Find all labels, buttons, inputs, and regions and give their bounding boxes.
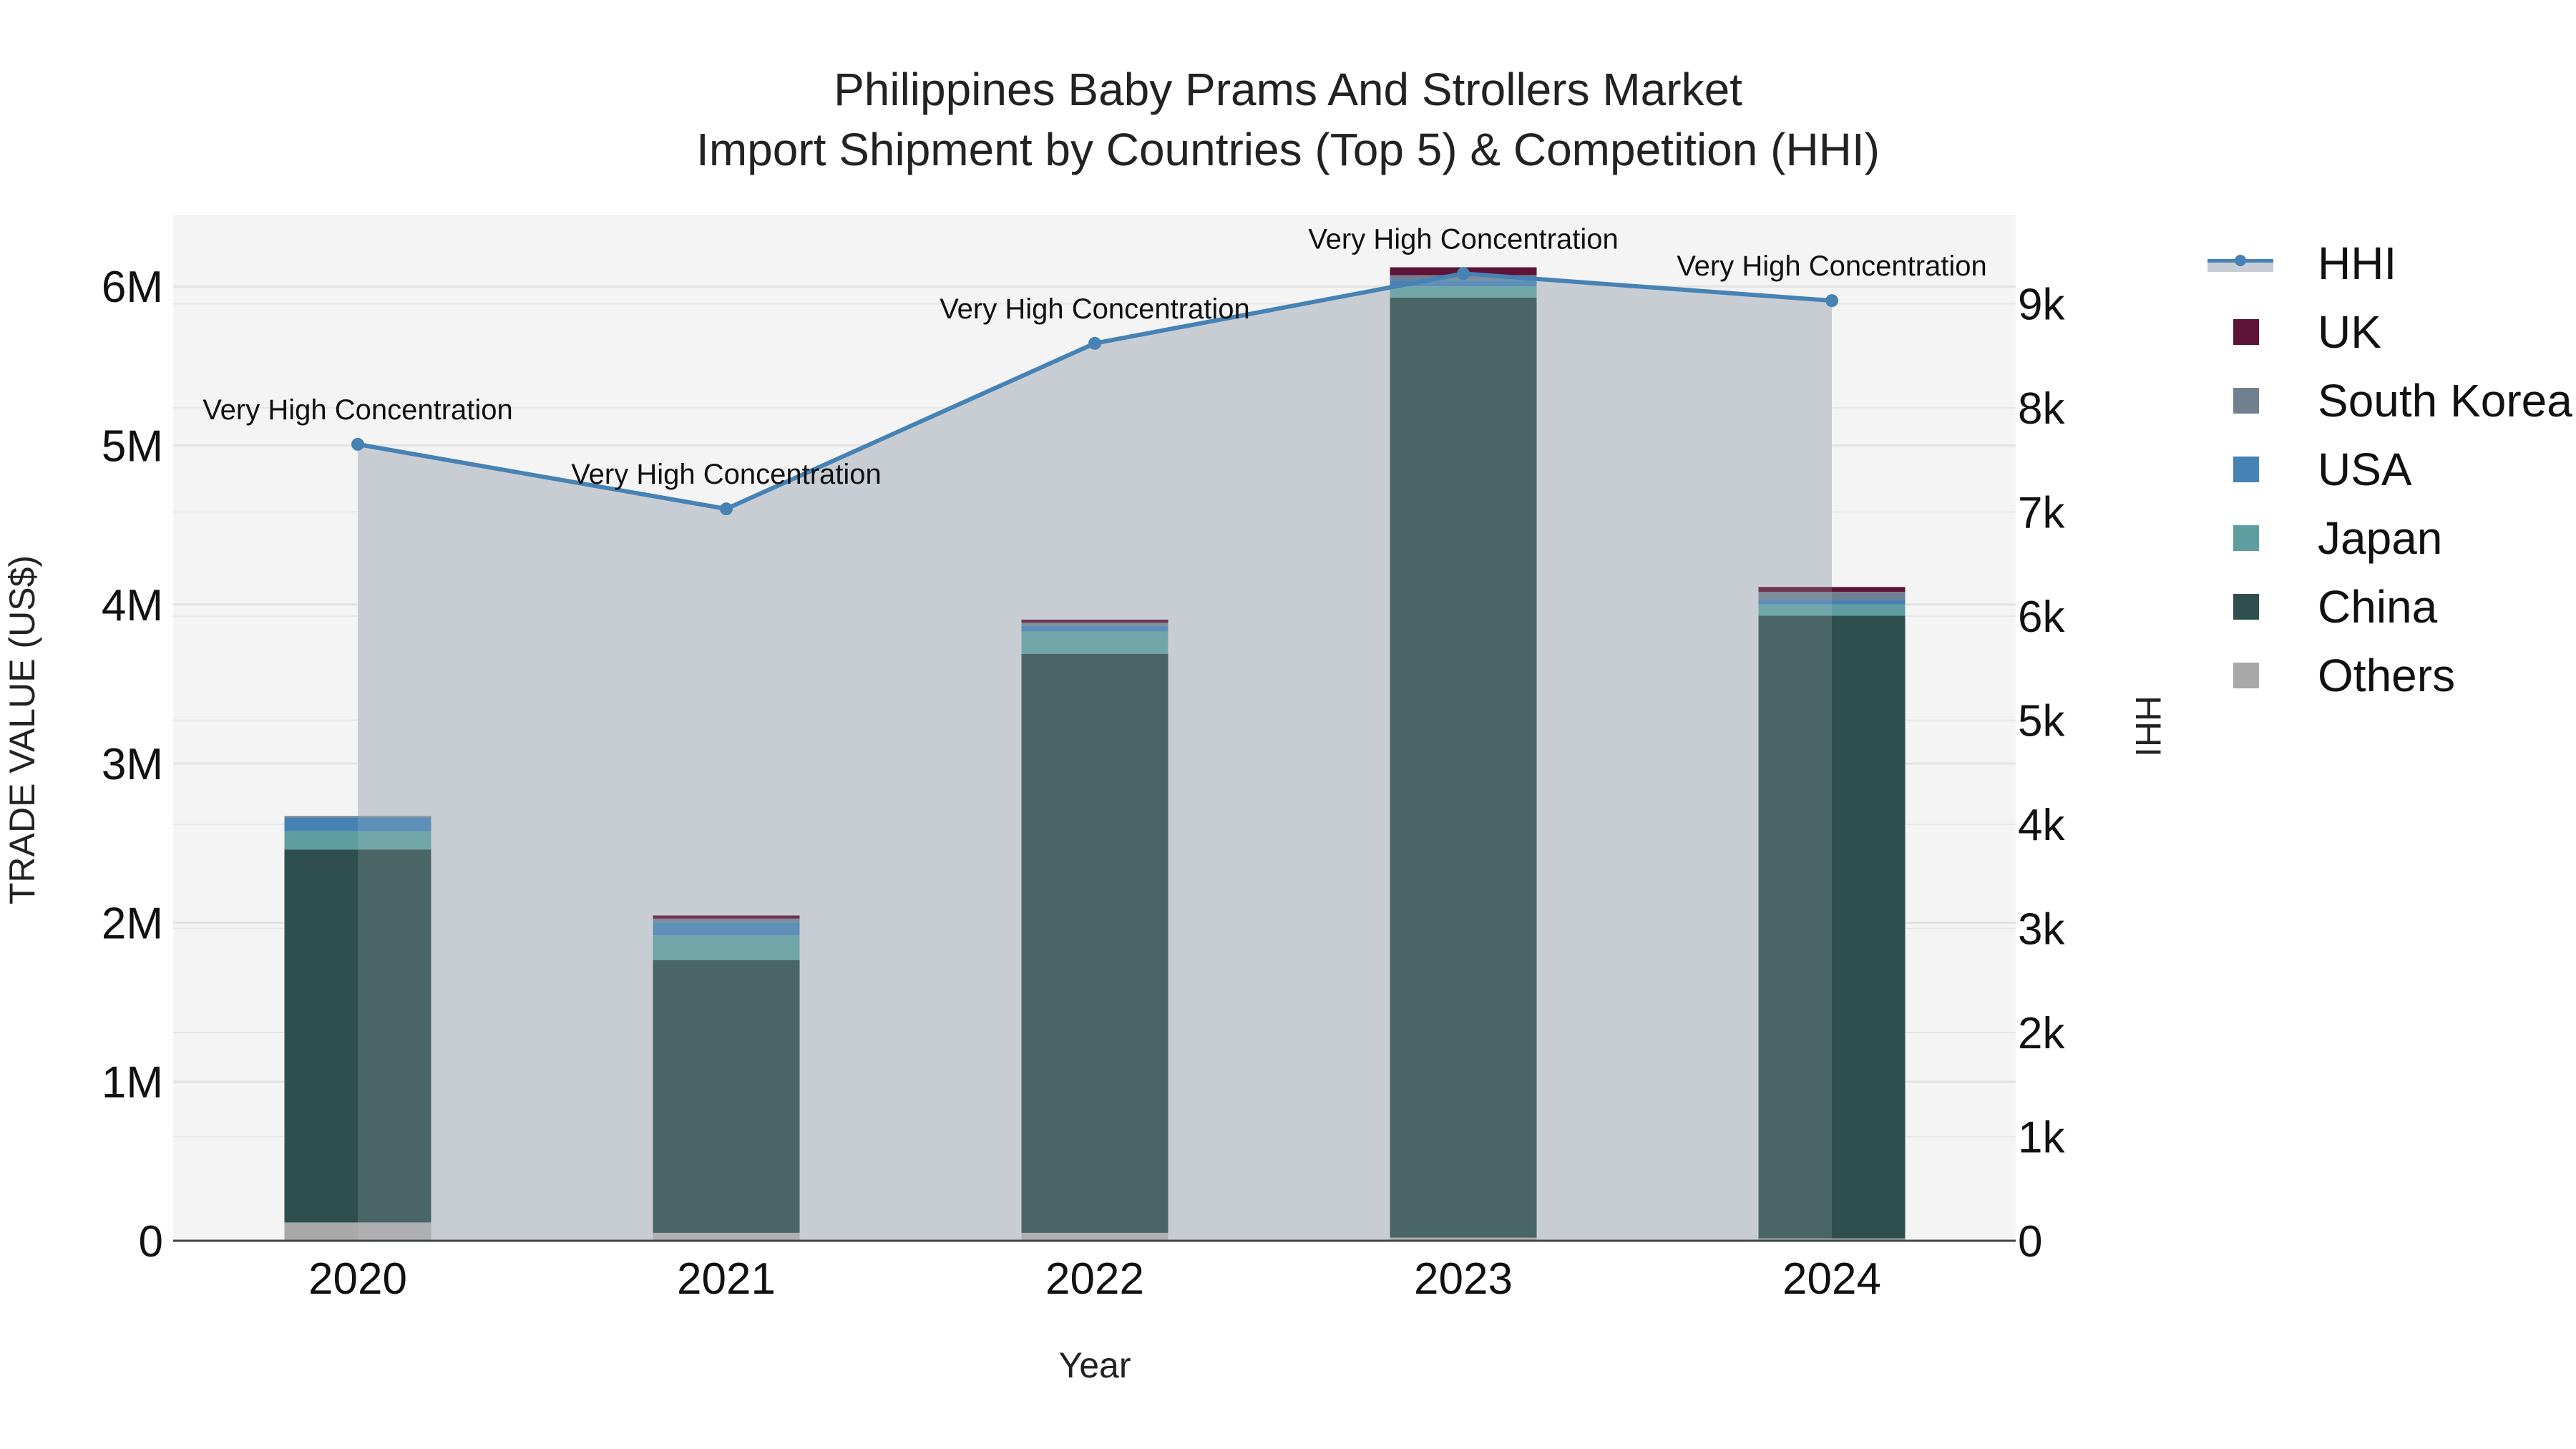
bar-segment-usa[interactable]	[653, 922, 800, 936]
y-axis-right-title: HHI	[2128, 696, 2168, 757]
stacked-bars	[284, 267, 1906, 1241]
x-axis-ticks: 2020 2021 2022 2023 2024	[308, 1254, 1881, 1304]
bar-segment-others[interactable]	[1021, 1232, 1169, 1241]
x-tick-label: 2020	[308, 1254, 407, 1304]
hhi-line	[351, 267, 1838, 1241]
legend-label: USA	[2318, 444, 2412, 495]
bar-segment-japan[interactable]	[1021, 631, 1169, 654]
x-tick-label: 2022	[1045, 1254, 1144, 1304]
y-right-tick-label: 6k	[2018, 592, 2065, 642]
legend: HHI UK South Korea USA Japan China Others	[2207, 229, 2572, 710]
bar-segment-others[interactable]	[1390, 1237, 1537, 1241]
hhi-marker[interactable]	[720, 502, 733, 516]
bar-segment-others[interactable]	[1758, 1238, 1906, 1241]
bar-segment-south-korea[interactable]	[284, 816, 431, 818]
hhi-area-overlay	[358, 273, 1832, 1241]
y-right-tick-label: 7k	[2018, 489, 2065, 538]
y-left-tick-label: 2M	[102, 899, 163, 948]
hhi-annotation: Very High Concentration	[1677, 250, 1987, 282]
x-tick-label: 2024	[1782, 1254, 1881, 1304]
legend-label: HHI	[2318, 238, 2397, 289]
legend-swatch-icon	[2233, 663, 2259, 688]
bar-segment-japan[interactable]	[284, 831, 431, 850]
chart-title-line-1: Philippines Baby Prams And Strollers Mar…	[834, 64, 1742, 115]
y-axis-right-ticks: 0 1k 2k 3k 4k 5k 6k 7k 8k 9k	[2018, 280, 2065, 1267]
legend-swatch-icon	[2233, 457, 2259, 482]
hhi-annotation: Very High Concentration	[571, 459, 882, 490]
bar-segment-china[interactable]	[1758, 615, 1906, 1239]
legend-swatch-icon	[2233, 594, 2259, 620]
x-tick-label: 2023	[1414, 1254, 1513, 1304]
y-right-tick-label: 5k	[2018, 697, 2065, 746]
hhi-marker[interactable]	[1825, 294, 1838, 308]
legend-item-china[interactable]: China	[2207, 572, 2572, 641]
bar-segment-japan[interactable]	[653, 935, 800, 960]
y-axis-left-ticks: 0 1M 2M 3M 4M 5M 6M	[102, 263, 163, 1267]
bar-segment-china[interactable]	[1390, 297, 1537, 1238]
bar-segment-others[interactable]	[653, 1232, 800, 1241]
hhi-annotation: Very High Concentration	[203, 394, 513, 426]
legend-label: UK	[2318, 306, 2381, 358]
legend-item-japan[interactable]: Japan	[2207, 504, 2572, 572]
bar-segment-south-korea[interactable]	[1021, 623, 1169, 626]
y-right-tick-label: 4k	[2018, 801, 2065, 850]
hhi-marker[interactable]	[1457, 267, 1470, 280]
x-tick-label: 2021	[677, 1254, 776, 1304]
bar-segment-uk[interactable]	[653, 915, 800, 919]
hhi-marker[interactable]	[1088, 336, 1101, 350]
bar-segment-china[interactable]	[1021, 653, 1169, 1233]
y-axis-left-title: TRADE VALUE (US$)	[2, 555, 42, 904]
legend-swatch-icon	[2233, 388, 2259, 414]
hhi-marker[interactable]	[351, 437, 364, 451]
hhi-line-legend-icon	[2207, 249, 2273, 278]
legend-label: China	[2318, 581, 2438, 633]
legend-label: South Korea	[2318, 375, 2572, 426]
bar-segment-japan[interactable]	[1758, 604, 1906, 616]
y-left-tick-label: 0	[139, 1217, 163, 1267]
y-right-tick-label: 8k	[2018, 384, 2065, 434]
y-left-tick-label: 6M	[102, 263, 163, 312]
y-left-tick-label: 4M	[102, 581, 163, 630]
legend-swatch-icon	[2233, 525, 2259, 551]
legend-item-uk[interactable]: UK	[2207, 298, 2572, 366]
bar-segment-china[interactable]	[284, 849, 431, 1223]
y-right-tick-label: 9k	[2018, 280, 2065, 330]
bar-segment-uk[interactable]	[1758, 587, 1906, 592]
legend-item-usa[interactable]: USA	[2207, 435, 2572, 504]
y-right-tick-label: 1k	[2018, 1113, 2065, 1163]
bar-segment-usa[interactable]	[1021, 625, 1169, 632]
legend-item-others[interactable]: Others	[2207, 641, 2572, 710]
y-left-tick-label: 5M	[102, 422, 163, 472]
y-right-tick-label: 2k	[2018, 1009, 2065, 1058]
bar-segment-usa[interactable]	[1390, 280, 1537, 287]
hhi-annotation: Very High Concentration	[940, 293, 1250, 325]
bar-segment-others[interactable]	[284, 1222, 431, 1241]
hhi-annotations: Very High Concentration Very High Concent…	[203, 223, 1987, 490]
x-axis-title: Year	[1058, 1345, 1131, 1385]
y-left-tick-label: 1M	[102, 1058, 163, 1108]
bar-segment-south-korea[interactable]	[653, 918, 800, 923]
legend-swatch-icon	[2233, 319, 2259, 345]
legend-item-hhi[interactable]: HHI	[2207, 229, 2572, 298]
legend-label: Japan	[2318, 512, 2443, 564]
y-right-tick-label: 0	[2018, 1217, 2042, 1267]
bar-segment-usa[interactable]	[284, 817, 431, 831]
legend-item-south-korea[interactable]: South Korea	[2207, 366, 2572, 435]
bar-segment-china[interactable]	[653, 960, 800, 1233]
hhi-annotation: Very High Concentration	[1308, 223, 1619, 255]
chart-title-line-2: Import Shipment by Countries (Top 5) & C…	[696, 124, 1880, 175]
y-left-tick-label: 3M	[102, 740, 163, 789]
legend-label: Others	[2318, 650, 2456, 701]
bar-segment-usa[interactable]	[1758, 600, 1906, 605]
y-right-tick-label: 3k	[2018, 905, 2065, 955]
bar-segment-uk[interactable]	[1021, 619, 1169, 623]
bar-segment-south-korea[interactable]	[1758, 592, 1906, 600]
bar-segment-japan[interactable]	[1390, 286, 1537, 298]
